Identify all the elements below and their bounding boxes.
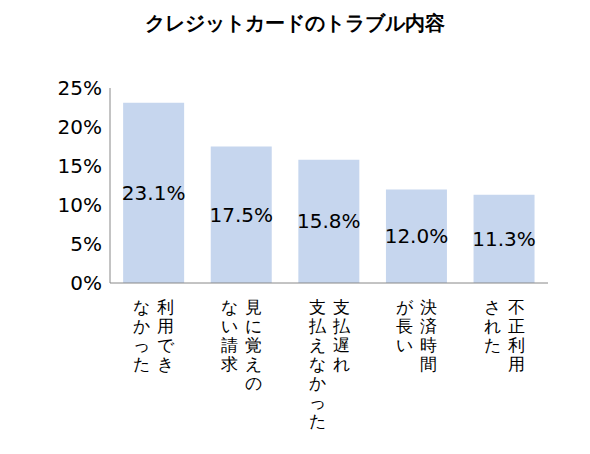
svg-text:た: た — [484, 335, 501, 355]
svg-text:支: 支 — [333, 297, 350, 317]
svg-text:れ: れ — [484, 316, 501, 336]
svg-text:い: い — [221, 316, 238, 336]
svg-text:済: 済 — [420, 316, 437, 336]
svg-text:っ: っ — [133, 335, 150, 355]
svg-text:0%: 0% — [70, 271, 102, 295]
svg-text:請: 請 — [221, 335, 238, 355]
svg-text:た: た — [309, 411, 326, 431]
svg-text:用: 用 — [508, 354, 525, 374]
svg-text:15.8%: 15.8% — [297, 209, 361, 233]
svg-text:き: き — [157, 354, 174, 374]
svg-text:れ: れ — [333, 354, 350, 374]
svg-text:長: 長 — [396, 316, 413, 336]
svg-text:払: 払 — [332, 316, 351, 336]
svg-text:見: 見 — [245, 297, 262, 317]
svg-text:間: 間 — [420, 354, 437, 374]
svg-text:払: 払 — [308, 316, 327, 336]
svg-text:に: に — [245, 316, 262, 336]
svg-text:求: 求 — [221, 354, 238, 374]
html-text:クレジットカードのトラブル内容: クレジットカードのトラブル内容 — [145, 11, 445, 35]
svg-text:い: い — [396, 335, 413, 355]
svg-text:17.5%: 17.5% — [209, 203, 273, 227]
svg-text:え: え — [245, 354, 262, 374]
svg-text:が: が — [396, 297, 414, 317]
svg-text:な: な — [133, 297, 150, 317]
svg-text:え: え — [309, 335, 326, 355]
svg-text:さ: さ — [484, 297, 501, 317]
svg-text:の: の — [245, 373, 262, 393]
svg-text:10%: 10% — [58, 193, 102, 217]
svg-text:正: 正 — [508, 316, 525, 336]
svg-text:15%: 15% — [58, 154, 102, 178]
svg-text:っ: っ — [309, 392, 326, 412]
svg-text:5%: 5% — [70, 232, 102, 256]
svg-text:用: 用 — [157, 316, 174, 336]
svg-text:か: か — [309, 373, 326, 393]
svg-text:利: 利 — [157, 297, 174, 317]
svg-text:時: 時 — [420, 335, 437, 355]
svg-text:23.1%: 23.1% — [122, 181, 186, 205]
svg-text:支: 支 — [309, 297, 326, 317]
svg-text:か: か — [133, 316, 150, 336]
svg-text:遅: 遅 — [333, 335, 350, 355]
svg-text:な: な — [221, 297, 238, 317]
svg-text:25%: 25% — [58, 76, 102, 100]
svg-text:た: た — [133, 354, 150, 374]
svg-text:20%: 20% — [58, 115, 102, 139]
svg-text:不: 不 — [508, 297, 525, 317]
svg-text:な: な — [309, 354, 326, 374]
svg-text:11.3%: 11.3% — [472, 227, 536, 251]
svg-text:覚: 覚 — [245, 335, 262, 355]
svg-text:利: 利 — [508, 335, 525, 355]
svg-text:12.0%: 12.0% — [385, 224, 449, 248]
svg-text:で: で — [157, 335, 175, 355]
svg-text:決: 決 — [420, 297, 437, 317]
